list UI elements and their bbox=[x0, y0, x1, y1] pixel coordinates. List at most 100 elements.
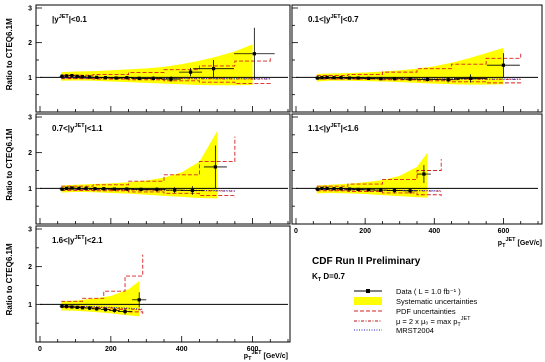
data-point bbox=[77, 186, 81, 190]
data-point bbox=[64, 304, 69, 309]
x-tick-label: 200 bbox=[105, 346, 117, 353]
data-point bbox=[339, 76, 343, 80]
data-point bbox=[70, 186, 74, 190]
data-point bbox=[102, 187, 106, 191]
panel-4: 1.1<|yJET|<1.6 bbox=[291, 113, 543, 225]
x-tick-label: 600 bbox=[498, 228, 510, 235]
systematic-band bbox=[61, 131, 218, 199]
data-point bbox=[60, 187, 64, 191]
pdf-lower-line bbox=[316, 190, 442, 197]
data-point bbox=[332, 187, 336, 191]
legend-label: MRST2004 bbox=[396, 326, 434, 335]
data-point bbox=[93, 187, 97, 191]
data-point bbox=[356, 187, 360, 192]
data-point bbox=[356, 76, 360, 80]
figure-title: CDF Run II Preliminary bbox=[312, 256, 421, 267]
data-point bbox=[408, 77, 412, 81]
x-tick-label: 200 bbox=[359, 228, 371, 235]
y-axis-title: Ratio to CTEQ6.1M bbox=[5, 18, 14, 90]
x-tick-label: 600 bbox=[247, 346, 259, 353]
data-point bbox=[80, 306, 85, 310]
systematic-band bbox=[316, 47, 504, 85]
data-point bbox=[112, 308, 116, 312]
pdf-lower-line bbox=[61, 78, 271, 85]
data-point bbox=[103, 308, 108, 312]
axis-ticks bbox=[36, 116, 289, 224]
legend-band-swatch bbox=[354, 297, 382, 305]
data-points bbox=[59, 145, 227, 195]
y-tick-label: 3 bbox=[28, 227, 32, 234]
data-point bbox=[70, 74, 74, 78]
pdf-upper-line bbox=[61, 56, 271, 76]
axis-ticks bbox=[36, 228, 289, 342]
pdf-upper-line bbox=[316, 53, 522, 77]
y-tick-label: 3 bbox=[28, 6, 32, 13]
y-tick-label: 1 bbox=[28, 302, 32, 309]
data-point bbox=[422, 172, 426, 176]
data-point bbox=[151, 76, 155, 80]
panel-frame bbox=[35, 225, 291, 343]
data-point bbox=[408, 189, 412, 193]
data-point bbox=[392, 77, 397, 81]
data-point bbox=[80, 75, 85, 79]
legend-label: Systematic uncertainties bbox=[396, 297, 478, 306]
data-point bbox=[339, 187, 343, 191]
data-point bbox=[425, 77, 429, 82]
axis-ticks bbox=[292, 116, 539, 224]
rapidity-label: 0.1<|yJET|<0.7 bbox=[308, 14, 359, 24]
rapidity-label: 1.1<|yJET|<1.6 bbox=[308, 123, 359, 133]
data-point bbox=[379, 188, 383, 192]
legend-item-data: Data ( L = 1.0 fb⁻¹ ) bbox=[354, 287, 461, 296]
data-point bbox=[84, 186, 88, 190]
data-point bbox=[88, 75, 92, 79]
data-point bbox=[325, 186, 329, 190]
systematic-band bbox=[61, 44, 253, 86]
data-point bbox=[212, 67, 216, 71]
data-point bbox=[137, 298, 141, 302]
algorithm-label: KT D=0.7 bbox=[312, 272, 346, 283]
data-point bbox=[446, 78, 450, 82]
data-point bbox=[137, 76, 141, 80]
pdf-upper-line bbox=[316, 159, 442, 187]
y-tick-label: 2 bbox=[28, 264, 32, 271]
data-point bbox=[155, 187, 159, 192]
data-point bbox=[379, 77, 383, 81]
data-point bbox=[64, 74, 69, 78]
x-tick-label: 400 bbox=[428, 228, 440, 235]
data-point bbox=[468, 76, 473, 80]
data-point bbox=[347, 76, 352, 80]
y-axis-title: Ratio to CTEQ6.1M bbox=[5, 128, 14, 200]
data-point bbox=[70, 305, 74, 309]
panel-2: 0.1<|yJET|<0.7 bbox=[291, 4, 543, 113]
data-points bbox=[315, 53, 520, 83]
pdf-upper-line bbox=[61, 136, 236, 187]
data-point bbox=[60, 304, 64, 308]
data-point bbox=[347, 187, 352, 191]
legend-item-pdf: PDF uncertainties bbox=[354, 307, 456, 316]
legend-label: μ = 2 x μ₀ = max pTJET bbox=[396, 316, 471, 328]
data-points bbox=[59, 292, 147, 315]
y-tick-label: 2 bbox=[28, 150, 32, 157]
data-point bbox=[88, 306, 92, 310]
x-tick-label: 0 bbox=[294, 228, 298, 235]
legend-item-mrst: MRST2004 bbox=[354, 326, 434, 335]
axis-ticks bbox=[292, 7, 539, 112]
data-point bbox=[332, 76, 336, 80]
y-tick-label: 2 bbox=[28, 40, 32, 47]
data-point bbox=[64, 186, 69, 190]
data-points bbox=[315, 165, 431, 194]
data-point bbox=[320, 76, 324, 80]
legend-item-mu: μ = 2 x μ₀ = max pTJET bbox=[354, 316, 471, 328]
data-point bbox=[112, 187, 116, 191]
axis-ticks bbox=[36, 7, 289, 112]
legend: Data ( L = 1.0 fb⁻¹ )Systematic uncertai… bbox=[354, 287, 478, 335]
data-point bbox=[325, 75, 329, 79]
data-point bbox=[75, 74, 79, 78]
data-point bbox=[315, 76, 320, 80]
legend-label: PDF uncertainties bbox=[396, 307, 456, 316]
data-point bbox=[139, 187, 143, 192]
x-tick-label: 400 bbox=[176, 346, 188, 353]
y-tick-label: 1 bbox=[28, 186, 32, 193]
x-axis-title: pTJET [GeV/c] bbox=[244, 350, 288, 362]
